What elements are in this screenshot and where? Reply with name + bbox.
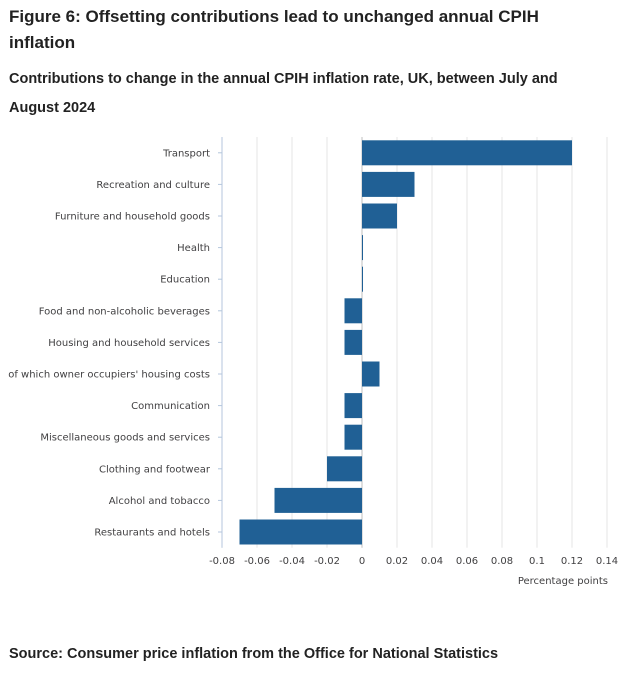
bar xyxy=(344,393,362,419)
bar xyxy=(239,519,362,545)
bar xyxy=(362,266,363,292)
x-tick-label: 0.04 xyxy=(421,556,443,567)
x-tick-label: 0.12 xyxy=(561,556,583,567)
bar xyxy=(274,487,362,513)
gridlines xyxy=(218,137,608,548)
x-axis-title: Percentage points xyxy=(518,576,608,587)
x-tick-label: 0 xyxy=(359,556,365,567)
x-tick-labels: -0.08 -0.06 -0.04 -0.02 0 0.02 0.04 0.06 0.08 0.1… xyxy=(209,556,618,567)
category-label: Food and non-alcoholic beverages xyxy=(39,306,210,317)
category-labels: Transport Recreation and culture Furniture… xyxy=(8,148,211,538)
bar xyxy=(362,140,572,166)
category-label: Education xyxy=(160,275,210,286)
figure-title: Figure 6: Offsetting contributions lead … xyxy=(9,7,539,52)
category-label: Furniture and household goods xyxy=(55,212,210,223)
category-label: of which owner occupiers' housing costs xyxy=(8,370,210,381)
bar xyxy=(362,361,380,387)
bar-chart: Transport Recreation and culture Furniture… xyxy=(8,137,618,587)
category-label: Miscellaneous goods and services xyxy=(40,433,210,444)
category-label: Restaurants and hotels xyxy=(94,528,210,539)
x-tick-label: -0.02 xyxy=(314,556,340,567)
category-label: Clothing and footwear xyxy=(99,464,211,475)
bar xyxy=(362,171,415,197)
category-label: Alcohol and tobacco xyxy=(109,496,210,507)
category-label: Recreation and culture xyxy=(96,180,210,191)
category-label: Communication xyxy=(131,401,210,412)
x-tick-label: 0.14 xyxy=(596,556,618,567)
bar xyxy=(327,456,362,482)
bar xyxy=(344,298,362,324)
x-tick-label: 0.1 xyxy=(529,556,545,567)
x-tick-label: -0.04 xyxy=(279,556,305,567)
category-label: Housing and household services xyxy=(48,338,210,349)
source-note: Source: Consumer price inflation from th… xyxy=(9,646,499,662)
x-tick-label: 0.06 xyxy=(456,556,478,567)
chart-subtitle: Contributions to change in the annual CP… xyxy=(9,71,558,116)
bar xyxy=(344,329,362,355)
category-label: Transport xyxy=(162,148,210,159)
x-tick-label: -0.06 xyxy=(244,556,270,567)
bar xyxy=(344,424,362,450)
x-tick-label: 0.02 xyxy=(386,556,408,567)
bar xyxy=(362,235,363,261)
bar xyxy=(362,203,397,229)
x-tick-label: -0.08 xyxy=(209,556,235,567)
category-label: Health xyxy=(177,243,210,254)
x-tick-label: 0.08 xyxy=(491,556,513,567)
bars xyxy=(239,140,572,545)
